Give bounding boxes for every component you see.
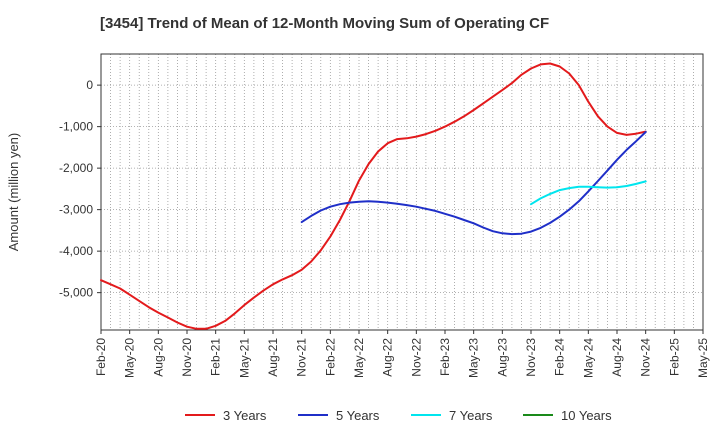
plot-frame	[100, 53, 704, 331]
y-tick-label: -1,000	[59, 120, 93, 134]
x-tick-label: Aug-20	[151, 338, 165, 377]
x-tick-label: Aug-23	[495, 338, 509, 377]
x-tick-label: May-23	[467, 338, 481, 378]
x-axis: Feb-20 May-20 Aug-20 Nov-20 Feb-21 May-21 Aug-…	[94, 330, 710, 378]
x-tick-label: Feb-23	[438, 338, 452, 376]
x-tick-label: May-24	[581, 338, 595, 378]
x-tick-label: May-25	[696, 338, 710, 378]
x-tick-label: May-22	[352, 338, 366, 378]
y-tick-label: -2,000	[59, 161, 93, 175]
x-tick-label: Nov-23	[524, 338, 538, 377]
series-line-7-years	[530, 180, 647, 206]
y-axis-label: Amount (million yen)	[6, 133, 21, 252]
legend-label: 7 Years	[449, 408, 493, 423]
legend-label: 3 Years	[223, 408, 267, 423]
x-tick-label: Aug-21	[266, 338, 280, 377]
x-tick-label: Feb-25	[667, 338, 681, 376]
y-tick-label: -4,000	[59, 244, 93, 258]
x-tick-label: Nov-20	[180, 338, 194, 377]
chart-title: [3454] Trend of Mean of 12-Month Moving …	[100, 15, 549, 32]
series-layer	[100, 62, 647, 330]
x-tick-label: Feb-21	[209, 338, 223, 376]
x-tick-label: Feb-24	[553, 338, 567, 376]
legend-label: 5 Years	[336, 408, 380, 423]
x-tick-label: Nov-22	[409, 338, 423, 377]
x-tick-label: Nov-24	[639, 338, 653, 377]
x-tick-label: Feb-22	[323, 338, 337, 376]
series-line-3-years	[100, 62, 647, 330]
y-tick-label: 0	[86, 78, 93, 92]
x-tick-label: Feb-20	[94, 338, 108, 376]
legend: 3 Years 5 Years 7 Years 10 Years	[185, 408, 612, 423]
grid	[101, 54, 703, 330]
x-tick-label: May-21	[237, 338, 251, 378]
x-tick-label: Nov-21	[295, 338, 309, 377]
y-axis: 0 -1,000 -2,000 -3,000 -4,000 -5,000	[59, 78, 101, 300]
legend-label: 10 Years	[561, 408, 612, 423]
x-tick-label: Aug-24	[610, 338, 624, 377]
series-line-5-years	[300, 131, 647, 236]
x-tick-label: Aug-22	[381, 338, 395, 377]
x-tick-label: May-20	[123, 338, 137, 378]
y-tick-label: -5,000	[59, 286, 93, 300]
y-tick-label: -3,000	[59, 203, 93, 217]
